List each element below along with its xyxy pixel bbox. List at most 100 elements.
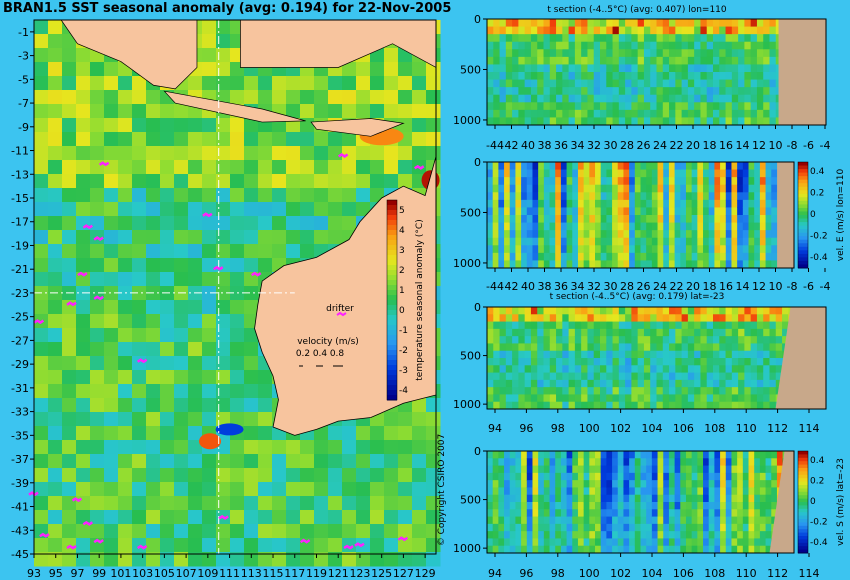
- section-cell: [713, 41, 720, 50]
- section-cell: [714, 199, 721, 208]
- section-cell: [763, 26, 770, 35]
- section-cell: [493, 94, 501, 103]
- section-cell: [703, 465, 710, 474]
- section-cell: [700, 328, 708, 337]
- section-panel-4: [483, 450, 810, 557]
- map-cell: [188, 174, 203, 189]
- section-cell: [538, 465, 545, 474]
- section-cell: [650, 387, 657, 395]
- section-cell: [487, 487, 494, 496]
- velocity-colorbar-swatch: [798, 549, 808, 554]
- map-cell: [34, 118, 49, 133]
- map-cell: [160, 216, 175, 231]
- section-cell: [530, 336, 538, 344]
- section-cell: [756, 365, 764, 374]
- section-cell: [499, 387, 507, 395]
- section-cell: [650, 328, 657, 337]
- section-cell: [555, 230, 562, 239]
- section-cell: [593, 102, 601, 111]
- map-cell: [230, 440, 245, 455]
- section-cell: [634, 252, 641, 261]
- map-cell: [244, 468, 259, 483]
- velocity-colorbar-swatch: [798, 225, 808, 230]
- section-cell: [568, 34, 576, 43]
- section-cell: [754, 199, 761, 208]
- section-cell: [574, 328, 582, 337]
- section-cell: [687, 34, 695, 43]
- section-x-tick-label: 16: [719, 139, 733, 152]
- map-cell: [76, 104, 91, 119]
- section-cell: [756, 379, 764, 388]
- section-cell: [617, 215, 624, 224]
- section-cell: [765, 523, 772, 532]
- section-cell: [731, 245, 738, 254]
- section-cell: [600, 314, 607, 323]
- section-cell: [581, 379, 588, 388]
- section-cell: [731, 343, 739, 352]
- section-cell: [625, 34, 632, 43]
- section-cell: [512, 321, 519, 330]
- section-cell: [589, 494, 596, 503]
- section-cell: [681, 87, 689, 96]
- section-cell: [560, 545, 568, 554]
- map-cell: [202, 160, 217, 175]
- map-cell: [230, 174, 245, 189]
- section-cell: [549, 502, 556, 510]
- section-cell: [625, 49, 632, 58]
- section-cell: [532, 260, 539, 269]
- section-cell: [663, 222, 670, 231]
- section-cell: [663, 523, 670, 532]
- section-cell: [634, 245, 641, 254]
- section-cell: [668, 192, 676, 201]
- section-cell: [685, 207, 693, 216]
- section-x-tick-label: 108: [704, 422, 725, 435]
- section-cell: [566, 487, 573, 496]
- section-cell: [568, 117, 576, 126]
- section-cell: [543, 177, 551, 186]
- section-cell: [623, 502, 630, 510]
- map-cell: [34, 538, 49, 553]
- map-cell: [174, 356, 189, 371]
- section-cell: [618, 19, 626, 28]
- section-cell: [595, 192, 602, 201]
- velocity-colorbar-swatch: [798, 236, 808, 241]
- velocity-colorbar-swatch: [798, 204, 808, 209]
- section-cell: [725, 531, 732, 539]
- section-cell: [738, 109, 745, 118]
- section-cell: [640, 162, 647, 171]
- section-cell: [750, 365, 758, 374]
- section-cell: [720, 465, 727, 474]
- section-cell: [566, 252, 573, 261]
- map-cell: [426, 426, 441, 441]
- section-cell: [765, 207, 772, 216]
- section-cell: [498, 451, 505, 459]
- section-cell: [524, 64, 532, 73]
- map-cell: [90, 426, 105, 441]
- section-cell: [556, 72, 563, 81]
- section-cell: [719, 64, 727, 73]
- section-cell: [612, 401, 620, 410]
- section-cell: [532, 177, 539, 186]
- map-cell: [300, 146, 315, 161]
- section-cell: [524, 102, 532, 111]
- section-cell: [750, 49, 758, 58]
- section-cell: [612, 41, 620, 50]
- section-cell: [691, 487, 698, 496]
- section-cell: [543, 184, 551, 193]
- section-cell: [700, 307, 708, 315]
- section-cell: [524, 387, 532, 395]
- section-cell: [731, 502, 738, 510]
- section-cell: [612, 117, 620, 126]
- section-cell: [509, 480, 516, 488]
- map-cell: [230, 356, 245, 371]
- section-cell: [499, 350, 507, 359]
- section-y-tick-label: 1000: [453, 257, 481, 270]
- section-cell: [595, 472, 602, 481]
- section-cell: [765, 199, 772, 208]
- map-cell: [34, 342, 49, 357]
- section-cell: [521, 509, 528, 518]
- section-cell: [742, 480, 750, 488]
- section-cell: [581, 34, 588, 43]
- section-cell: [618, 56, 626, 65]
- section-cell: [618, 26, 626, 35]
